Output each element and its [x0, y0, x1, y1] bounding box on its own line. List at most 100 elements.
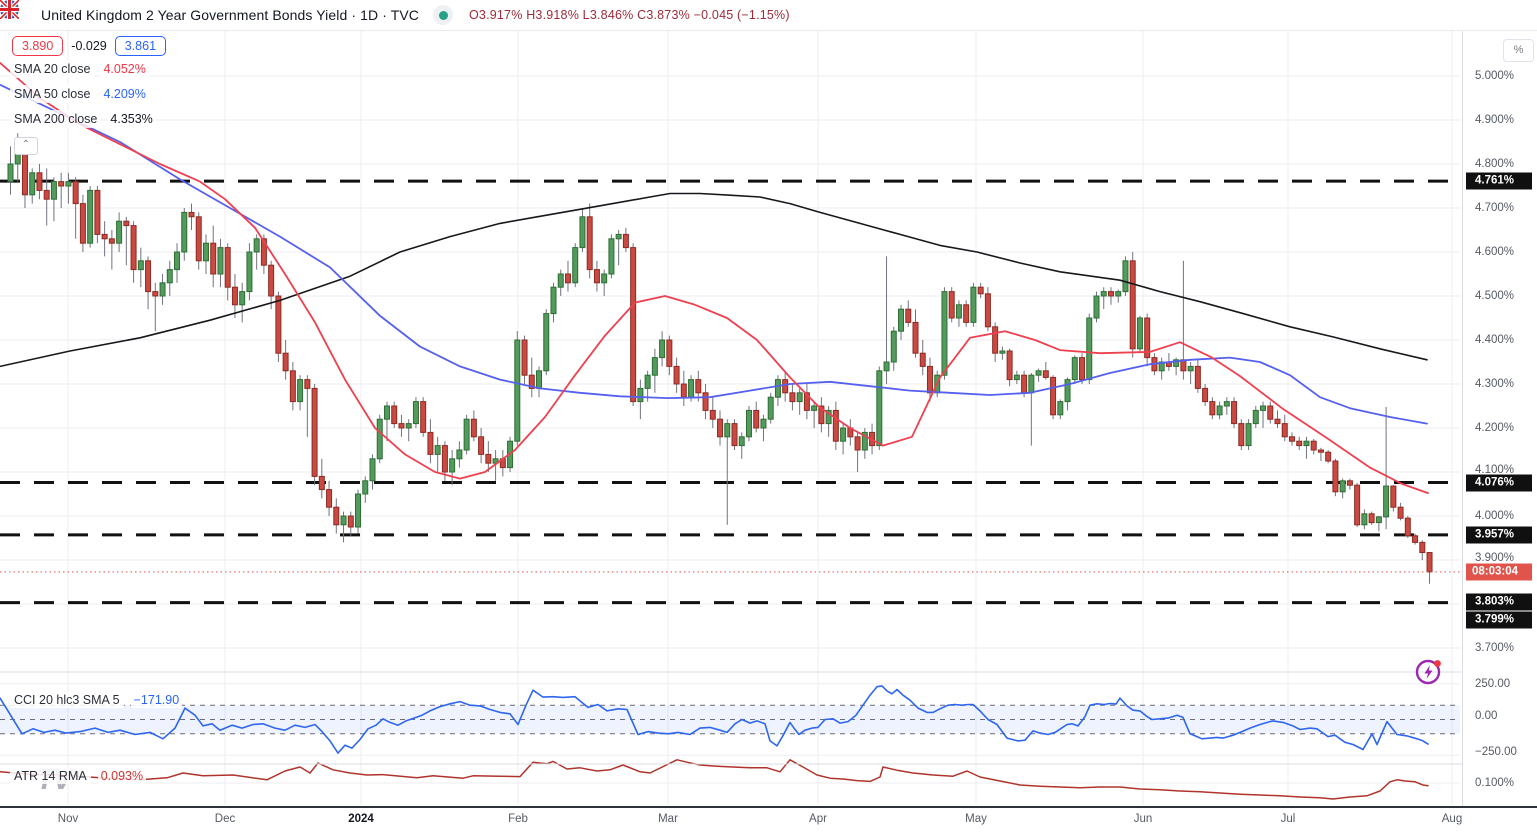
- level-badge: 4.761%: [1466, 172, 1532, 190]
- time-label: Apr: [809, 813, 827, 825]
- time-label: Jun: [1133, 813, 1153, 825]
- candle-body: [434, 445, 441, 455]
- candle-body: [1346, 480, 1353, 486]
- candle-body: [1310, 440, 1317, 451]
- axis-label: 4.900%: [1475, 114, 1515, 126]
- legend-sma200[interactable]: SMA 200 close 4.353%: [10, 110, 156, 128]
- axis-label: 250.00: [1475, 678, 1511, 690]
- cci-label: CCI 20 hlc3 SMA 5: [10, 692, 124, 708]
- candle-body: [275, 295, 282, 354]
- candle-body: [311, 387, 318, 477]
- candle-body: [1303, 440, 1310, 447]
- candle-body: [36, 172, 43, 191]
- candle-body: [637, 387, 644, 403]
- axis-label: −250.00: [1475, 746, 1517, 758]
- candle-body: [803, 392, 810, 411]
- candle-body: [1252, 409, 1259, 425]
- candle-body: [536, 370, 543, 389]
- time-label: 2024: [348, 813, 374, 825]
- legend-cci[interactable]: CCI 20 hlc3 SMA 5 −171.90: [10, 692, 183, 708]
- candle-body: [999, 350, 1006, 354]
- candle-body: [94, 189, 101, 235]
- candle-body: [253, 238, 260, 253]
- bid-price-box[interactable]: 3.890: [12, 36, 64, 56]
- candle-body: [304, 379, 311, 389]
- candle-body: [1194, 365, 1201, 389]
- candle-body: [811, 405, 818, 411]
- price-change: -0.029: [71, 39, 107, 53]
- candle-body: [919, 352, 926, 367]
- cci-line: [0, 685, 1429, 754]
- market-status-icon[interactable]: [433, 5, 453, 25]
- candle-body: [1296, 440, 1303, 447]
- candle-body: [586, 216, 593, 271]
- time-label: May: [965, 813, 987, 825]
- candle-body: [1086, 317, 1093, 381]
- candle-body: [840, 427, 847, 442]
- candle-body: [651, 357, 658, 376]
- legend-sma50[interactable]: SMA 50 close 4.209%: [10, 85, 149, 103]
- candle-body: [1281, 423, 1288, 438]
- axis-label: 4.000%: [1475, 510, 1515, 522]
- collapse-legend-button[interactable]: ⌃: [14, 137, 38, 155]
- candle-body: [108, 238, 115, 244]
- percent-scale-button[interactable]: %: [1503, 39, 1534, 62]
- candle-body: [753, 409, 760, 429]
- level-badge: 4.076%: [1466, 474, 1532, 492]
- candle-body: [745, 409, 752, 438]
- candle-body: [1231, 401, 1238, 425]
- candle-body: [166, 269, 173, 284]
- candle-body: [318, 475, 325, 491]
- candle-body: [898, 308, 905, 332]
- candle-body: [564, 273, 571, 284]
- ask-price-box[interactable]: 3.861: [114, 36, 167, 56]
- candle-body: [1158, 361, 1165, 372]
- candle-body: [1267, 405, 1274, 420]
- legend-atr[interactable]: ATR 14 RMA 0.093%: [10, 768, 147, 784]
- sma50-line: [0, 83, 1428, 425]
- candle-body: [478, 436, 485, 455]
- candle-body: [50, 181, 57, 200]
- time-label: Jul: [1280, 813, 1296, 825]
- candle-body: [1028, 374, 1035, 394]
- candle-body: [130, 225, 137, 271]
- level-badge: 3.957%: [1466, 526, 1532, 544]
- candle-body: [1368, 513, 1375, 524]
- candle-body: [832, 409, 839, 442]
- candle-body: [333, 506, 340, 526]
- candle-body: [767, 396, 774, 420]
- candle-body: [622, 233, 629, 249]
- candle-body: [854, 436, 861, 451]
- symbol-title[interactable]: United Kingdom 2 Year Government Bonds Y…: [41, 7, 419, 23]
- candle-body: [1419, 541, 1426, 554]
- candle-body: [224, 247, 231, 288]
- candle-body: [347, 515, 354, 528]
- candle-body: [543, 313, 550, 372]
- candle-body: [1173, 359, 1180, 367]
- candle-body: [101, 233, 108, 240]
- axis-label: 4.300%: [1475, 378, 1515, 390]
- candle-body: [1260, 405, 1267, 411]
- legend-sma20[interactable]: SMA 20 close 4.052%: [10, 60, 149, 78]
- candle-body: [876, 370, 883, 447]
- ohlc-readout: O3.917% H3.918% L3.846% C3.873% −0.045 (…: [469, 8, 790, 22]
- candle-body: [1339, 480, 1346, 493]
- candle-body: [1274, 418, 1281, 425]
- candle-body: [984, 293, 991, 328]
- candle-body: [1397, 506, 1404, 519]
- price-axis[interactable]: % 5.000% 4.900% 4.800% 4.700% 4.600% 4.500% 4.…: [1462, 30, 1537, 806]
- candle-body: [1093, 295, 1100, 319]
- candle-body: [963, 304, 970, 323]
- axis-label: 4.500%: [1475, 290, 1515, 302]
- candle-body: [398, 423, 405, 429]
- sma20-value: 4.052%: [100, 60, 149, 78]
- candle-body: [861, 431, 868, 451]
- axis-label: 3.900%: [1475, 552, 1515, 564]
- time-axis[interactable]: Nov Dec 2024 Feb Mar Apr May Jun Jul Aug: [0, 806, 1537, 832]
- candle-body: [941, 291, 948, 376]
- candle-body: [970, 286, 977, 323]
- candle-body: [818, 405, 825, 425]
- candle-body: [1035, 370, 1042, 376]
